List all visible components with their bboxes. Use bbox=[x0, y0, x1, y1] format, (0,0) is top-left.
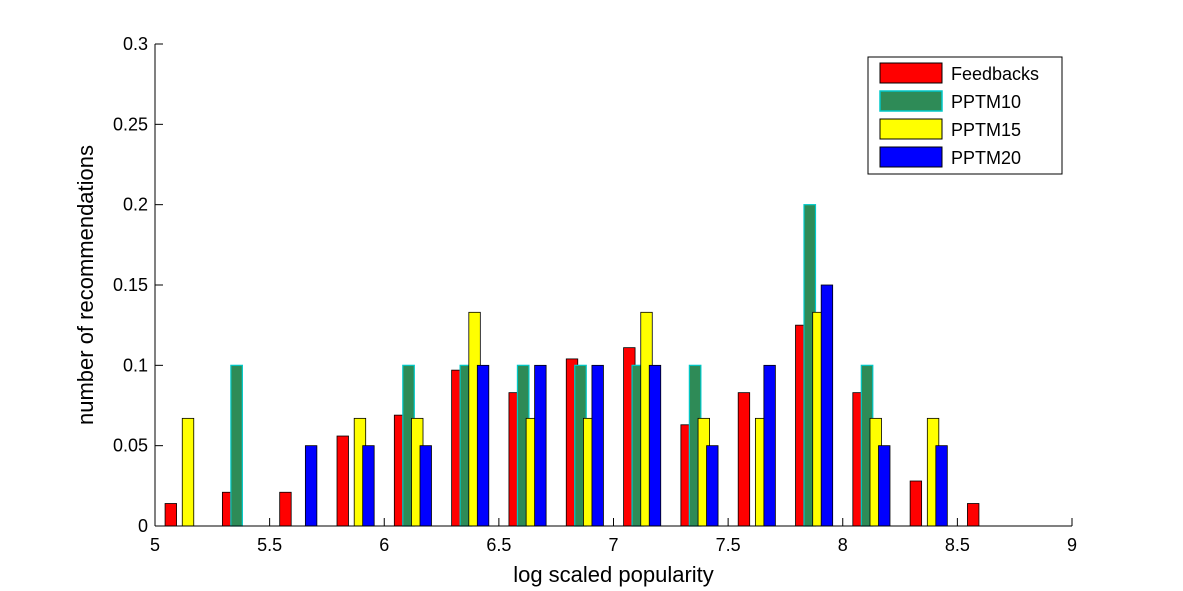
legend-swatch-feedbacks bbox=[879, 62, 943, 84]
legend-label-feedbacks: Feedbacks bbox=[951, 64, 1039, 84]
legend: Feedbacks PPTM10 PPTM15 PPTM20 bbox=[867, 56, 1063, 175]
y-tick-label: 0.05 bbox=[113, 436, 148, 456]
y-tick-label: 0.15 bbox=[113, 275, 148, 295]
bar-feedbacks-3 bbox=[336, 435, 349, 527]
legend-label-pptm10: PPTM10 bbox=[951, 92, 1021, 112]
bar-pptm15-0 bbox=[181, 417, 195, 527]
bar-pptm20-2 bbox=[304, 445, 318, 527]
axes-layer: 5 5.5 6 6.5 7 7.5 8 8.5 9 0 0.05 0.1 0.15 0.2 0.25 0.3 bbox=[113, 34, 1077, 555]
x-tick-label: 6.5 bbox=[486, 535, 511, 555]
y-tick-label: 0.1 bbox=[123, 355, 148, 375]
y-axis-label: number of recommendations bbox=[73, 145, 98, 425]
legend-label-pptm20: PPTM20 bbox=[951, 148, 1021, 168]
x-axis-label: log scaled popularity bbox=[513, 562, 714, 587]
bar-pptm20-9 bbox=[706, 445, 719, 527]
bar-feedbacks-10 bbox=[737, 392, 751, 527]
bar-feedbacks-13 bbox=[909, 480, 923, 527]
y-tick-label: 0.25 bbox=[113, 114, 148, 134]
x-tick-label: 6 bbox=[379, 535, 389, 555]
bar-pptm20-8 bbox=[648, 364, 662, 527]
bar-pptm20-7 bbox=[591, 364, 604, 527]
x-tick-label: 8.5 bbox=[945, 535, 970, 555]
legend-swatch-pptm15 bbox=[879, 118, 943, 140]
legend-swatch-pptm10 bbox=[879, 90, 943, 112]
bar-feedbacks-0 bbox=[164, 503, 177, 527]
x-tick-label: 9 bbox=[1067, 535, 1077, 555]
y-tick-label: 0.2 bbox=[123, 195, 148, 215]
bar-pptm20-12 bbox=[878, 445, 891, 527]
legend-label-pptm15: PPTM15 bbox=[951, 120, 1021, 140]
x-tick-label: 5 bbox=[150, 535, 160, 555]
y-tick-label: 0.3 bbox=[123, 34, 148, 54]
bar-pptm20-13 bbox=[935, 445, 948, 527]
bar-pptm10-1 bbox=[230, 364, 243, 527]
bar-feedbacks-2 bbox=[279, 491, 292, 527]
bars-layer bbox=[164, 204, 980, 527]
bar-pptm20-6 bbox=[534, 364, 547, 527]
bar-feedbacks-14 bbox=[967, 503, 980, 527]
x-tick-label: 5.5 bbox=[257, 535, 282, 555]
x-tick-label: 8 bbox=[838, 535, 848, 555]
y-tick-label: 0 bbox=[138, 516, 148, 536]
bar-pptm20-3 bbox=[362, 445, 375, 527]
bar-pptm20-4 bbox=[419, 445, 432, 527]
bar-pptm20-5 bbox=[476, 364, 490, 527]
bar-pptm20-10 bbox=[763, 364, 776, 527]
legend-swatch-pptm20 bbox=[879, 146, 943, 168]
bar-pptm20-11 bbox=[820, 284, 834, 527]
x-tick-label: 7 bbox=[608, 535, 618, 555]
x-tick-label: 7.5 bbox=[716, 535, 741, 555]
